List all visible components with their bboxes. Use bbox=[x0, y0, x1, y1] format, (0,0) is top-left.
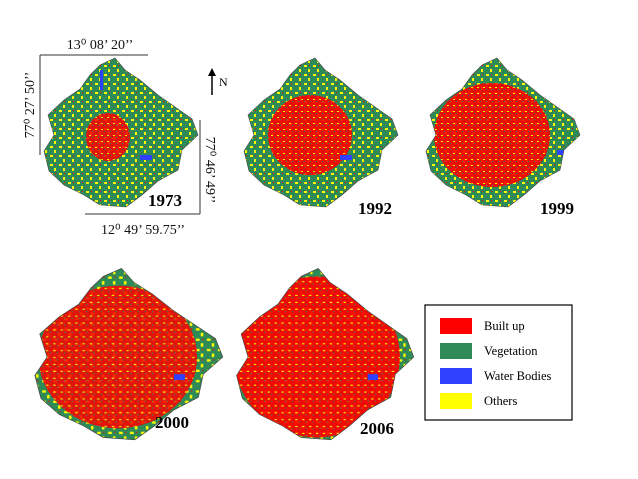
year-label: 2000 bbox=[155, 413, 189, 432]
legend-label: Built up bbox=[484, 319, 525, 333]
year-label: 1973 bbox=[148, 191, 182, 210]
legend-swatch bbox=[440, 393, 472, 409]
coord-bottom: 12⁰ 49’ 59.75’’ bbox=[101, 223, 185, 238]
year-label: 1992 bbox=[358, 199, 392, 218]
legend-swatch bbox=[440, 343, 472, 359]
north-arrowhead bbox=[208, 68, 216, 76]
map-1999 bbox=[425, 57, 581, 208]
legend-swatch bbox=[440, 368, 472, 384]
map-2000 bbox=[34, 267, 224, 441]
legend-label: Water Bodies bbox=[484, 369, 552, 383]
map-2006 bbox=[236, 267, 415, 441]
coord-left: 77⁰ 27’ 50’’ bbox=[23, 72, 38, 139]
legend: Built up Vegetation Water Bodies Others bbox=[424, 304, 573, 421]
coord-top: 13⁰ 08’ 20’’ bbox=[67, 38, 134, 53]
legend-label: Vegetation bbox=[484, 344, 538, 358]
year-label: 1999 bbox=[540, 199, 574, 218]
legend-swatch bbox=[440, 318, 472, 334]
coord-right: 77⁰ 46’ 49’’ bbox=[202, 137, 217, 204]
year-label: 2006 bbox=[360, 419, 394, 438]
legend-label: Others bbox=[484, 394, 517, 408]
map-1992 bbox=[243, 57, 399, 208]
map-1973 bbox=[43, 57, 199, 208]
north-label: N bbox=[219, 75, 228, 89]
